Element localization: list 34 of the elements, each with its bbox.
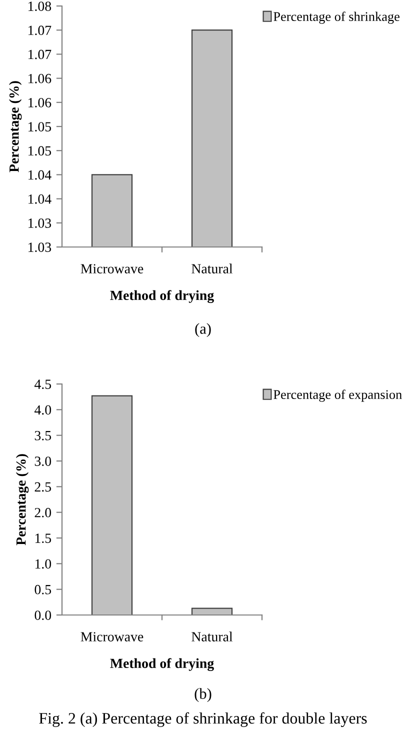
x-tick-label: Microwave bbox=[80, 264, 144, 274]
y-tick-label: 0.0 bbox=[34, 610, 52, 620]
x-tick-label: Natural bbox=[192, 632, 233, 642]
y-tick-label: 3.5 bbox=[34, 430, 52, 440]
caption: Fig. 2 (a) Percentage of shrinkage for double layers bbox=[39, 712, 367, 727]
y-tick-label: 2.0 bbox=[34, 508, 52, 518]
x-tick-label: Natural bbox=[192, 264, 233, 274]
y-tick-label: 1.04 bbox=[28, 194, 52, 204]
y-tick-label: 1.06 bbox=[28, 74, 52, 84]
text: (b) bbox=[194, 688, 212, 702]
y-tick-label: 1.08 bbox=[28, 2, 52, 12]
y-tick-label: 1.03 bbox=[28, 242, 52, 252]
y-tick-label: 1.05 bbox=[28, 146, 52, 156]
y-tick-label: 4.5 bbox=[34, 380, 52, 390]
y-tick-label: 1.03 bbox=[28, 218, 52, 228]
y-tick-label: 1.5 bbox=[35, 534, 52, 544]
x-axis-title: Method of drying bbox=[110, 290, 214, 303]
y-tick-label: 1.07 bbox=[28, 50, 52, 60]
y-tick-label: 1.07 bbox=[28, 26, 52, 36]
legend-label: Percentage of expansion bbox=[274, 390, 402, 402]
x-axis-title: Method of drying bbox=[110, 658, 214, 671]
x-tick-label: Microwave bbox=[80, 632, 144, 642]
legend-label: Percentage of shrinkage bbox=[274, 12, 400, 24]
y-tick-label: 2.5 bbox=[34, 482, 52, 492]
y-tick-label: 0.5 bbox=[34, 584, 52, 594]
y-tick-label: 3.0 bbox=[34, 456, 52, 466]
text: (a) bbox=[195, 323, 211, 337]
y-tick-label: 1.04 bbox=[28, 170, 52, 180]
y-tick-label: 1.06 bbox=[28, 98, 52, 108]
y-axis-title: Percentage (%) bbox=[16, 454, 29, 546]
y-tick-label: 4.0 bbox=[34, 405, 52, 415]
y-tick-label: 1.05 bbox=[28, 122, 52, 132]
y-tick-label: 1.0 bbox=[35, 559, 52, 569]
y-axis-title: Percentage (%) bbox=[9, 81, 22, 172]
